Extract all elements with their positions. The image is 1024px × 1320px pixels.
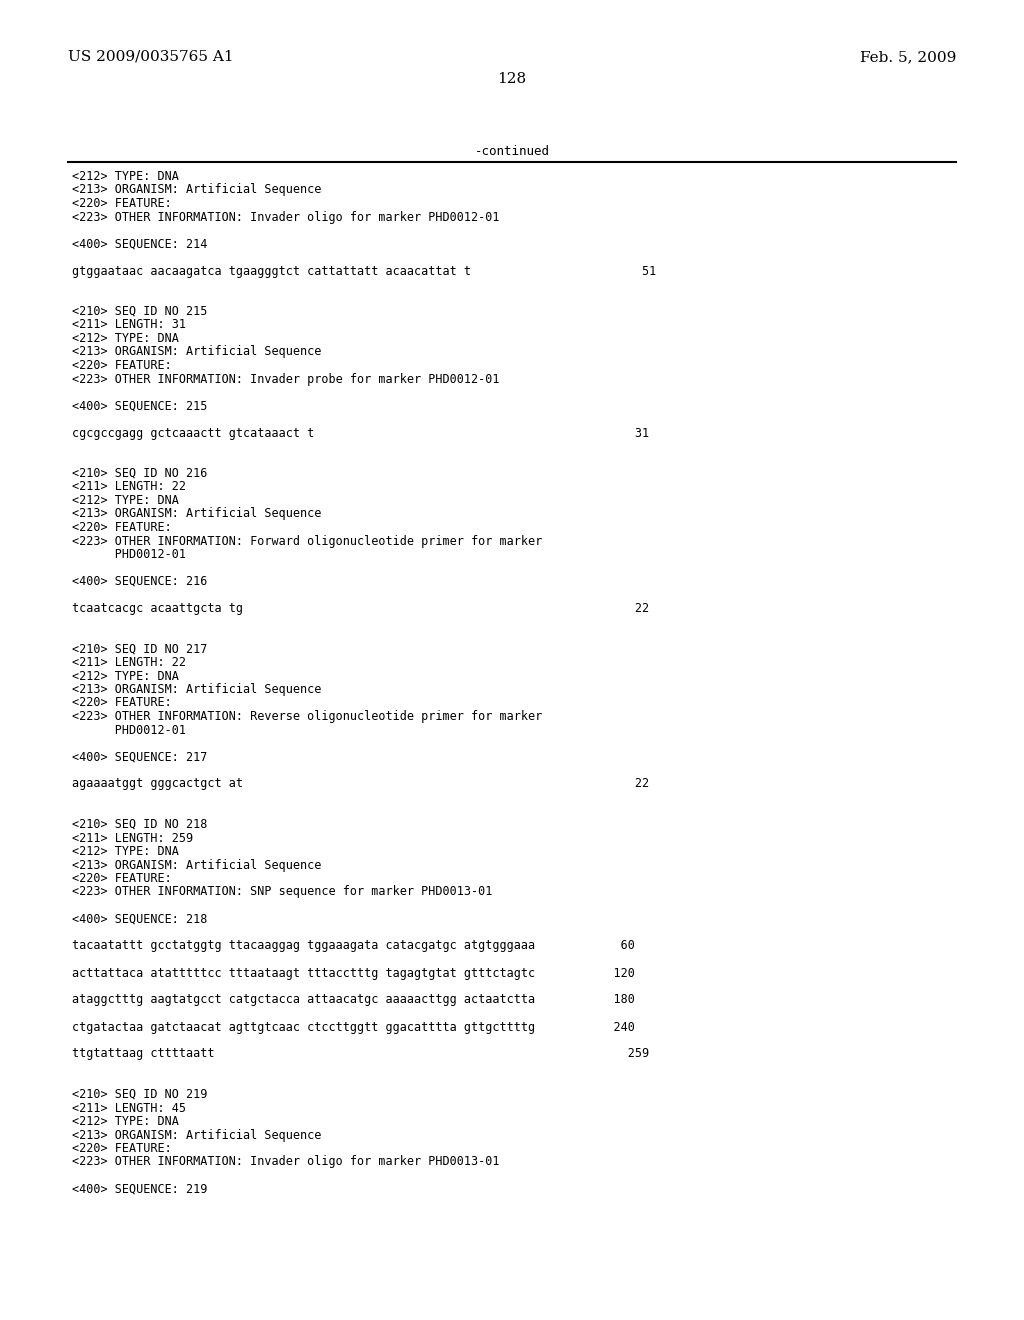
- Text: Feb. 5, 2009: Feb. 5, 2009: [859, 50, 956, 63]
- Text: <211> LENGTH: 45: <211> LENGTH: 45: [72, 1101, 186, 1114]
- Text: <212> TYPE: DNA: <212> TYPE: DNA: [72, 1115, 179, 1129]
- Text: <213> ORGANISM: Artificial Sequence: <213> ORGANISM: Artificial Sequence: [72, 682, 322, 696]
- Text: <210> SEQ ID NO 218: <210> SEQ ID NO 218: [72, 818, 208, 832]
- Text: tacaatattt gcctatggtg ttacaaggag tggaaagata catacgatgc atgtgggaaa            60: tacaatattt gcctatggtg ttacaaggag tggaaag…: [72, 940, 635, 953]
- Text: <211> LENGTH: 22: <211> LENGTH: 22: [72, 656, 186, 669]
- Text: <220> FEATURE:: <220> FEATURE:: [72, 197, 172, 210]
- Text: <210> SEQ ID NO 219: <210> SEQ ID NO 219: [72, 1088, 208, 1101]
- Text: <223> OTHER INFORMATION: SNP sequence for marker PHD0013-01: <223> OTHER INFORMATION: SNP sequence fo…: [72, 886, 493, 899]
- Text: -continued: -continued: [474, 145, 550, 158]
- Text: <212> TYPE: DNA: <212> TYPE: DNA: [72, 494, 179, 507]
- Text: <223> OTHER INFORMATION: Reverse oligonucleotide primer for marker: <223> OTHER INFORMATION: Reverse oligonu…: [72, 710, 543, 723]
- Text: <211> LENGTH: 31: <211> LENGTH: 31: [72, 318, 186, 331]
- Text: <220> FEATURE:: <220> FEATURE:: [72, 521, 172, 535]
- Text: gtggaataac aacaagatca tgaagggtct cattattatt acaacattat t                        : gtggaataac aacaagatca tgaagggtct cattatt…: [72, 264, 656, 277]
- Text: <210> SEQ ID NO 217: <210> SEQ ID NO 217: [72, 643, 208, 656]
- Text: <400> SEQUENCE: 215: <400> SEQUENCE: 215: [72, 400, 208, 412]
- Text: <400> SEQUENCE: 218: <400> SEQUENCE: 218: [72, 912, 208, 925]
- Text: <400> SEQUENCE: 217: <400> SEQUENCE: 217: [72, 751, 208, 763]
- Text: acttattaca atatttttcc tttaataagt tttacctttg tagagtgtat gtttctagtc           120: acttattaca atatttttcc tttaataagt tttacct…: [72, 966, 635, 979]
- Text: US 2009/0035765 A1: US 2009/0035765 A1: [68, 50, 233, 63]
- Text: <223> OTHER INFORMATION: Invader oligo for marker PHD0012-01: <223> OTHER INFORMATION: Invader oligo f…: [72, 210, 500, 223]
- Text: <211> LENGTH: 259: <211> LENGTH: 259: [72, 832, 194, 845]
- Text: <212> TYPE: DNA: <212> TYPE: DNA: [72, 333, 179, 345]
- Text: <212> TYPE: DNA: <212> TYPE: DNA: [72, 845, 179, 858]
- Text: <223> OTHER INFORMATION: Forward oligonucleotide primer for marker: <223> OTHER INFORMATION: Forward oligonu…: [72, 535, 543, 548]
- Text: <212> TYPE: DNA: <212> TYPE: DNA: [72, 669, 179, 682]
- Text: ttgtattaag cttttaatt                                                          25: ttgtattaag cttttaatt 25: [72, 1048, 649, 1060]
- Text: ctgatactaa gatctaacat agttgtcaac ctccttggtt ggacatttta gttgcttttg           240: ctgatactaa gatctaacat agttgtcaac ctccttg…: [72, 1020, 635, 1034]
- Text: <220> FEATURE:: <220> FEATURE:: [72, 697, 172, 710]
- Text: <213> ORGANISM: Artificial Sequence: <213> ORGANISM: Artificial Sequence: [72, 346, 322, 359]
- Text: <213> ORGANISM: Artificial Sequence: <213> ORGANISM: Artificial Sequence: [72, 1129, 322, 1142]
- Text: <223> OTHER INFORMATION: Invader oligo for marker PHD0013-01: <223> OTHER INFORMATION: Invader oligo f…: [72, 1155, 500, 1168]
- Text: agaaaatggt gggcactgct at                                                       2: agaaaatggt gggcactgct at 2: [72, 777, 649, 791]
- Text: <400> SEQUENCE: 216: <400> SEQUENCE: 216: [72, 576, 208, 587]
- Text: <220> FEATURE:: <220> FEATURE:: [72, 359, 172, 372]
- Text: <210> SEQ ID NO 216: <210> SEQ ID NO 216: [72, 467, 208, 480]
- Text: <213> ORGANISM: Artificial Sequence: <213> ORGANISM: Artificial Sequence: [72, 507, 322, 520]
- Text: <220> FEATURE:: <220> FEATURE:: [72, 873, 172, 884]
- Text: PHD0012-01: PHD0012-01: [72, 723, 186, 737]
- Text: <212> TYPE: DNA: <212> TYPE: DNA: [72, 170, 179, 183]
- Text: tcaatcacgc acaattgcta tg                                                       2: tcaatcacgc acaattgcta tg 2: [72, 602, 649, 615]
- Text: <400> SEQUENCE: 214: <400> SEQUENCE: 214: [72, 238, 208, 251]
- Text: cgcgccgagg gctcaaactt gtcataaact t                                             3: cgcgccgagg gctcaaactt gtcataaact t 3: [72, 426, 649, 440]
- Text: <400> SEQUENCE: 219: <400> SEQUENCE: 219: [72, 1183, 208, 1196]
- Text: 128: 128: [498, 73, 526, 86]
- Text: ataggctttg aagtatgcct catgctacca attaacatgc aaaaacttgg actaatctta           180: ataggctttg aagtatgcct catgctacca attaaca…: [72, 994, 635, 1006]
- Text: <220> FEATURE:: <220> FEATURE:: [72, 1142, 172, 1155]
- Text: <210> SEQ ID NO 215: <210> SEQ ID NO 215: [72, 305, 208, 318]
- Text: <213> ORGANISM: Artificial Sequence: <213> ORGANISM: Artificial Sequence: [72, 183, 322, 197]
- Text: <213> ORGANISM: Artificial Sequence: <213> ORGANISM: Artificial Sequence: [72, 858, 322, 871]
- Text: <211> LENGTH: 22: <211> LENGTH: 22: [72, 480, 186, 494]
- Text: <223> OTHER INFORMATION: Invader probe for marker PHD0012-01: <223> OTHER INFORMATION: Invader probe f…: [72, 372, 500, 385]
- Text: PHD0012-01: PHD0012-01: [72, 548, 186, 561]
